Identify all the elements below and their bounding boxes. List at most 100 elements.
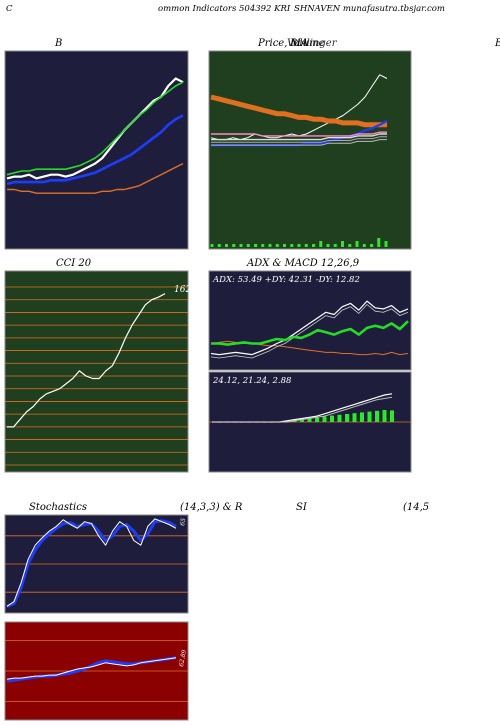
header-left: C (6, 4, 13, 14)
cci-tick-label: -125 (191, 437, 205, 444)
cci-tick-label: 150 (193, 297, 205, 304)
stoch-title: Stochastics (29, 502, 87, 513)
macd-hist-bar (322, 416, 327, 422)
volume-bar (362, 244, 366, 247)
volume-bar (268, 244, 272, 247)
cci-value-label: 162 (174, 285, 191, 295)
cci-tick-label: 100 (193, 322, 205, 329)
cci-tick-label: -75 (194, 411, 204, 418)
cci-tick-label: 75 (196, 335, 204, 342)
volume-bar (370, 244, 373, 247)
volume-bar (210, 244, 214, 247)
macd-hist-bar (367, 411, 372, 422)
volume-bar (377, 238, 381, 247)
adx-line-shadow (210, 304, 409, 359)
cci-tick-label: -50 (194, 398, 204, 405)
cci-tick-label: 0 (200, 373, 204, 380)
cci-tick-label: 25 (195, 360, 204, 367)
rsi-tick-label: 80 (196, 637, 204, 644)
volume-bar (239, 244, 243, 247)
cci-tick-label: -150 (191, 449, 205, 456)
bollinger-series-2 (6, 114, 184, 186)
price-ma-extra-a (211, 136, 387, 143)
volume-bar (355, 241, 359, 247)
header-right: SHNAVEN munafasutra.tbsjar.com (294, 4, 445, 14)
edge-right-title: B (495, 38, 500, 49)
rsi-title: SI (296, 502, 307, 513)
macd-signal-line (212, 396, 393, 423)
volume-bar (384, 241, 388, 247)
macd-hist-bar (330, 415, 334, 422)
stoch-end-label: 65 (179, 517, 187, 526)
volume-bar (290, 244, 294, 247)
macd-hist-bar (337, 414, 342, 422)
stoch-params: (14,3,3) & R (180, 502, 243, 513)
macd-hist-bar (390, 410, 394, 422)
rsi-value-label: 62.89 (178, 649, 188, 667)
macd-hist-bar (382, 410, 387, 422)
bollinger-panel-bg (4, 50, 189, 250)
rsi-tick-label: 50 (196, 668, 204, 675)
price-series-1 (210, 94, 387, 128)
stoch-tick-label: 20 (195, 589, 204, 596)
bollinger-series-3 (7, 162, 184, 194)
volume-bar (348, 244, 352, 247)
volume-bar (254, 244, 257, 247)
macd-hist-bar (352, 413, 357, 422)
rsi-line (6, 657, 177, 680)
price-overlap-bollinger: Bollinger (290, 38, 337, 49)
volume-bar (217, 244, 221, 247)
macd-label: 24.12, 21.24, 2.88 (212, 376, 292, 386)
cci-tick-label: 50 (196, 348, 204, 355)
price-series-3 (211, 131, 387, 137)
cci-tick-label: -100 (191, 424, 205, 431)
price-panel-bg (208, 50, 412, 250)
cci-title: CCI 20 (56, 258, 92, 269)
cci-tick-label: -175 (191, 462, 205, 469)
volume-bar (275, 244, 279, 247)
bollinger-title: B (55, 38, 63, 49)
bollinger-series-1 (6, 81, 184, 176)
cci-line (7, 293, 166, 428)
bollinger-series-0 (6, 77, 184, 180)
volume-bar (261, 244, 265, 247)
adx-plus-dy (211, 320, 409, 346)
rsi-params: (14,5 (403, 502, 430, 513)
volume-bar (312, 244, 315, 247)
macd-hist-bar (360, 412, 364, 422)
price-ma-title: Price, MA (258, 38, 309, 49)
cci-tick-label: -25 (194, 386, 204, 393)
volume-bar (225, 244, 228, 247)
cci-tick-label: 125 (193, 309, 205, 316)
volume-bar (304, 244, 308, 247)
volume-bar (333, 244, 337, 247)
price-overlap-volume: Volume (287, 38, 325, 49)
rsi-tick-label: 20 (195, 699, 204, 706)
volume-bar (232, 244, 236, 247)
adx-line (210, 300, 409, 356)
volume-bar (319, 241, 323, 247)
macd-hist-bar (375, 410, 379, 422)
watermark: MunafaSutra.com (213, 590, 452, 621)
volume-bar (341, 241, 344, 247)
volume-bar (326, 244, 330, 247)
price-series-4 (211, 133, 387, 141)
adx-macd-title: ADX & MACD 12,26,9 (247, 258, 360, 269)
price-ma-extra-b (211, 139, 387, 146)
header-center: ommon Indicators 504392 KRI (158, 4, 291, 14)
stoch-fast-line (6, 518, 177, 607)
stoch-tick-label: 50 (196, 561, 204, 568)
cci-tick-label: 175 (193, 284, 205, 291)
macd-hist-bar (315, 417, 319, 422)
adx-label: ADX: 53.49 +DY: 42.31 -DY: 12.82 (212, 275, 360, 285)
volume-bar (246, 244, 250, 247)
macd-hist-bar (307, 418, 312, 422)
cci-panel-bg (4, 270, 189, 473)
volume-bar (283, 244, 286, 247)
volume-bar (297, 244, 301, 247)
adx-panel-bg (208, 270, 412, 371)
macd-hist-bar (345, 414, 349, 422)
stoch-tick-label: 80 (196, 533, 204, 540)
macd-hist-bar (300, 419, 304, 422)
